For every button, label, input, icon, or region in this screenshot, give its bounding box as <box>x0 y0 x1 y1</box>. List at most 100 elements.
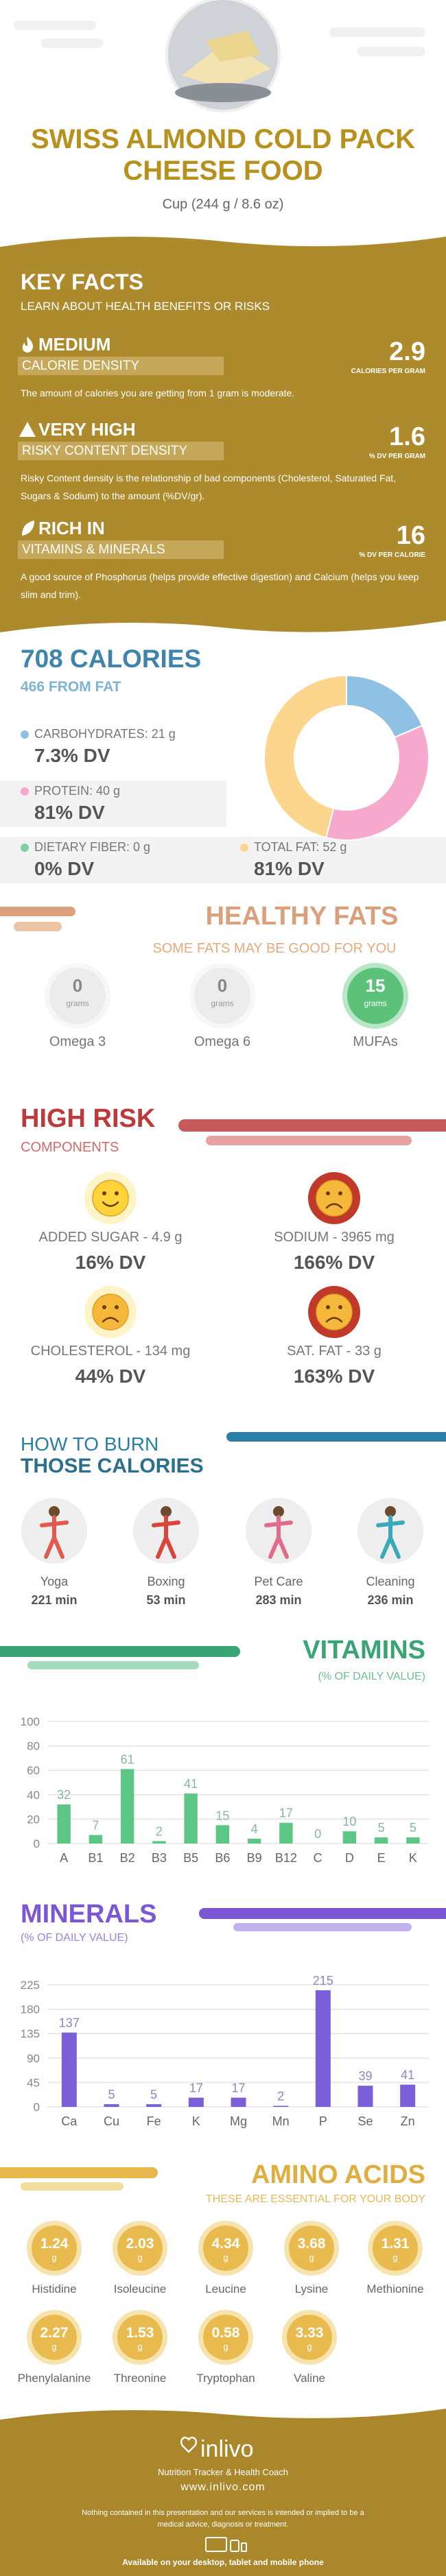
stripe <box>0 1646 240 1657</box>
amino-value: 2.03 <box>126 2236 154 2252</box>
value-label: 4 <box>251 1822 258 1836</box>
bar <box>104 2104 119 2107</box>
amino-circle <box>373 2226 418 2271</box>
fat-name: Omega 3 <box>49 1034 106 1049</box>
amino-unit: g <box>137 2252 143 2263</box>
nutrient-dv: 7.3% DV <box>34 745 110 766</box>
section-title: HEALTHY FATS <box>205 902 399 931</box>
amino-unit: g <box>392 2252 398 2263</box>
risk-dv: 16% DV <box>75 1252 146 1273</box>
risk-label: CHOLESTEROL - 134 mg <box>30 1344 191 1359</box>
amino-unit: g <box>51 2341 57 2352</box>
x-tick-label: A <box>60 1851 68 1865</box>
amino-circle <box>32 2315 77 2360</box>
section-title: AMINO ACIDS <box>250 2160 425 2189</box>
stripe <box>233 1923 412 1931</box>
x-tick-label: Cu <box>104 2114 119 2128</box>
section-title: HIGH RISK <box>21 1104 156 1133</box>
face <box>316 1293 353 1331</box>
available: Available on your desktop, tablet and mo… <box>122 2557 324 2567</box>
section-subtitle: 466 FROM FAT <box>21 679 121 695</box>
stripe <box>14 922 62 931</box>
amino-value: 1.53 <box>126 2325 154 2341</box>
row-bg <box>0 837 226 883</box>
legend-dot <box>21 844 29 852</box>
value-label: 5 <box>150 2088 157 2101</box>
x-tick-label: Mg <box>230 2114 247 2128</box>
risk-dv: 44% DV <box>75 1365 146 1387</box>
bar <box>152 1841 166 1844</box>
value-label: 5 <box>378 1821 385 1835</box>
bar <box>357 2086 373 2107</box>
value: 16 <box>396 521 425 550</box>
value-label: 2 <box>277 2089 284 2103</box>
amino-value: 3.33 <box>295 2325 324 2341</box>
amino-unit: g <box>307 2341 312 2352</box>
bar <box>184 1793 198 1844</box>
legend-dot <box>21 730 29 739</box>
cloud <box>357 47 425 56</box>
cloud <box>329 27 425 37</box>
eye <box>115 1191 119 1195</box>
value-label: 41 <box>184 1777 198 1791</box>
bar <box>61 2032 77 2107</box>
amino-unit: g <box>137 2341 143 2352</box>
x-tick-label: B2 <box>120 1851 135 1865</box>
disclaimer: Nothing contained in this presentation a… <box>82 2509 364 2529</box>
donut-segment <box>263 674 347 839</box>
x-tick-label: P <box>319 2114 327 2128</box>
legend-dot <box>240 844 248 852</box>
amino-circle <box>289 2226 334 2271</box>
nutrient-dv: 81% DV <box>254 858 325 879</box>
amino-circle <box>117 2226 163 2271</box>
mouth <box>325 1317 343 1323</box>
eye <box>102 1305 106 1309</box>
eye <box>338 1191 342 1195</box>
bar <box>57 1804 71 1844</box>
y-tick-label: 90 <box>27 2052 40 2065</box>
stripe <box>0 907 75 916</box>
amino-name: Leucine <box>205 2282 246 2295</box>
section-subtitle: SOME FATS MAY BE GOOD FOR YOU <box>152 941 397 956</box>
unit: % DV PER GRAM <box>368 453 425 460</box>
nutrient-label: DIETARY FIBER: 0 g <box>34 840 151 854</box>
plate <box>175 83 271 102</box>
face <box>316 1180 353 1217</box>
amino-circle <box>287 2315 332 2360</box>
tagline: Nutrition Tracker & Health Coach <box>157 2467 289 2477</box>
eye <box>102 1191 106 1195</box>
description: Risky Content density is the relationshi… <box>21 473 397 501</box>
amino-name: Histidine <box>32 2282 77 2295</box>
y-tick-label: 80 <box>27 1740 40 1753</box>
fat-unit: grams <box>364 999 387 1008</box>
x-tick-label: K <box>409 1851 417 1865</box>
fat-value: 0 <box>72 975 83 996</box>
risk-label: SAT. FAT - 33 g <box>287 1344 382 1359</box>
value-label: 15 <box>215 1809 229 1822</box>
row-bg <box>226 837 446 883</box>
stripe <box>27 1661 199 1669</box>
activity-name: Boxing <box>147 1575 185 1588</box>
x-tick-label: B9 <box>247 1851 262 1865</box>
value-label: 61 <box>121 1752 134 1766</box>
x-tick-label: B1 <box>88 1851 103 1865</box>
bar <box>215 1825 230 1844</box>
risk-label: ADDED SUGAR - 4.9 g <box>38 1230 183 1245</box>
bar <box>247 1838 261 1844</box>
x-tick-label: Fe <box>147 2114 161 2128</box>
amino-value: 1.31 <box>381 2236 410 2252</box>
risk-dv: 163% DV <box>293 1365 375 1387</box>
activity-time: 53 min <box>146 1593 186 1607</box>
cheese <box>206 31 261 62</box>
activity-time: 236 min <box>367 1593 414 1607</box>
x-tick-label: K <box>192 2114 200 2128</box>
icon-warning <box>19 422 36 437</box>
bar <box>374 1837 388 1844</box>
fat-unit: grams <box>211 999 234 1008</box>
y-tick-label: 45 <box>27 2076 40 2089</box>
amino-name: Threonine <box>113 2372 167 2385</box>
stripe <box>206 1136 412 1145</box>
fat-circle <box>347 968 403 1024</box>
legend-dot <box>21 787 29 796</box>
value-label: 17 <box>231 2082 245 2095</box>
